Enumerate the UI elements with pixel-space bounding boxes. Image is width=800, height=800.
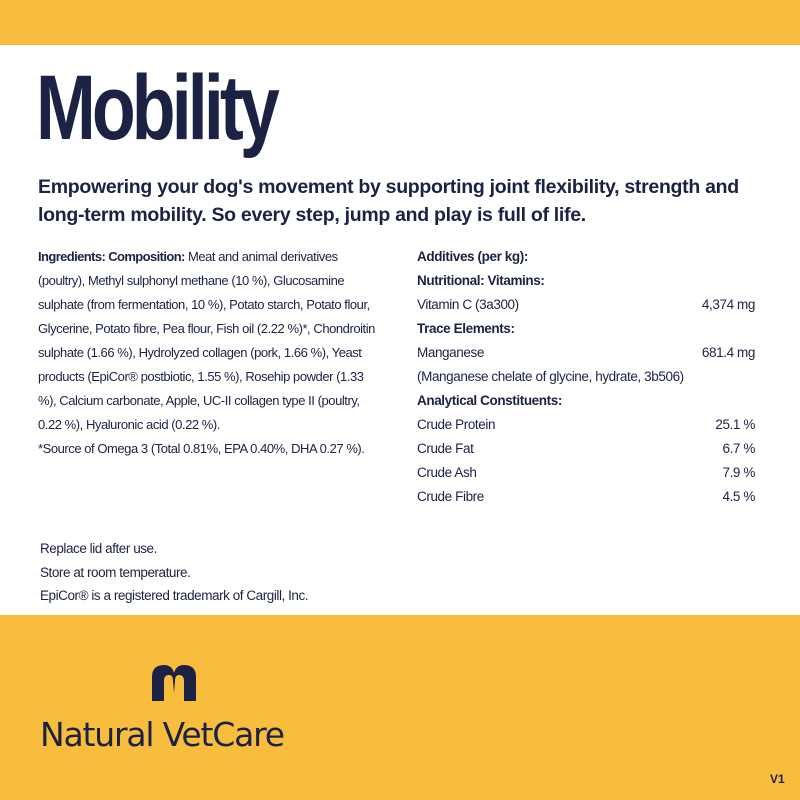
ingredients-text: Meat and animal derivatives (poultry), M… [38,249,375,432]
additive-name: Crude Protein [417,417,496,432]
additive-value: 6.7 % [722,441,755,456]
top-band [0,0,800,45]
section-heading: Trace Elements: [417,321,515,336]
tagline: Empowering your dog's movement by suppor… [38,176,739,226]
section-note: (Manganese chelate of glycine, hydrate, … [417,369,684,384]
bottom-band [0,615,800,800]
section-heading: Analytical Constituents: [417,393,562,408]
additive-value: 4,374 mg [701,297,755,312]
ingredients-label: Ingredients: Composition: [38,249,185,264]
additive-value: 7.9 % [722,465,755,480]
brand: Natural VetCare [40,715,285,754]
additives: Additives (per kg): Nutritional: Vitamin… [417,245,755,509]
additive-row: Crude Fibre 4.5 % [417,485,755,509]
note: Replace lid after use. [40,541,157,556]
additive-name: Crude Fibre [417,489,484,504]
additive-row: Crude Fat 6.7 % [417,437,755,461]
additive-row: Crude Protein 25.1 % [417,413,755,437]
additive-name: Vitamin C (3a300) [417,297,519,312]
version: V1 [770,772,785,786]
section-heading: Nutritional: Vitamins: [417,273,545,288]
note: Store at room temperature. [40,564,191,580]
title: Mobility [36,57,280,159]
additive-name: Manganese [417,345,484,360]
additive-name: Crude Fat [417,441,474,456]
note: EpiCor® is a registered trademark of Car… [40,588,309,603]
additive-value: 4.5 % [722,489,755,504]
notes: Replace lid after use. Store at room temp… [40,537,309,608]
logo [152,665,196,701]
additive-row: Vitamin C (3a300) 4,374 mg [417,293,755,317]
ingredients-note: *Source of Omega 3 (Total 0.81%, EPA 0.4… [38,441,365,456]
additive-name: Crude Ash [417,465,477,480]
additives-heading: Additives (per kg): [417,249,528,264]
additive-row: Crude Ash 7.9 % [417,461,755,485]
additive-row: Manganese 681.4 mg [417,341,755,365]
ingredients: Ingredients: Composition: Meat and anima… [38,245,383,461]
additive-value: 681.4 mg [701,345,755,360]
additive-value: 25.1 % [715,417,755,432]
